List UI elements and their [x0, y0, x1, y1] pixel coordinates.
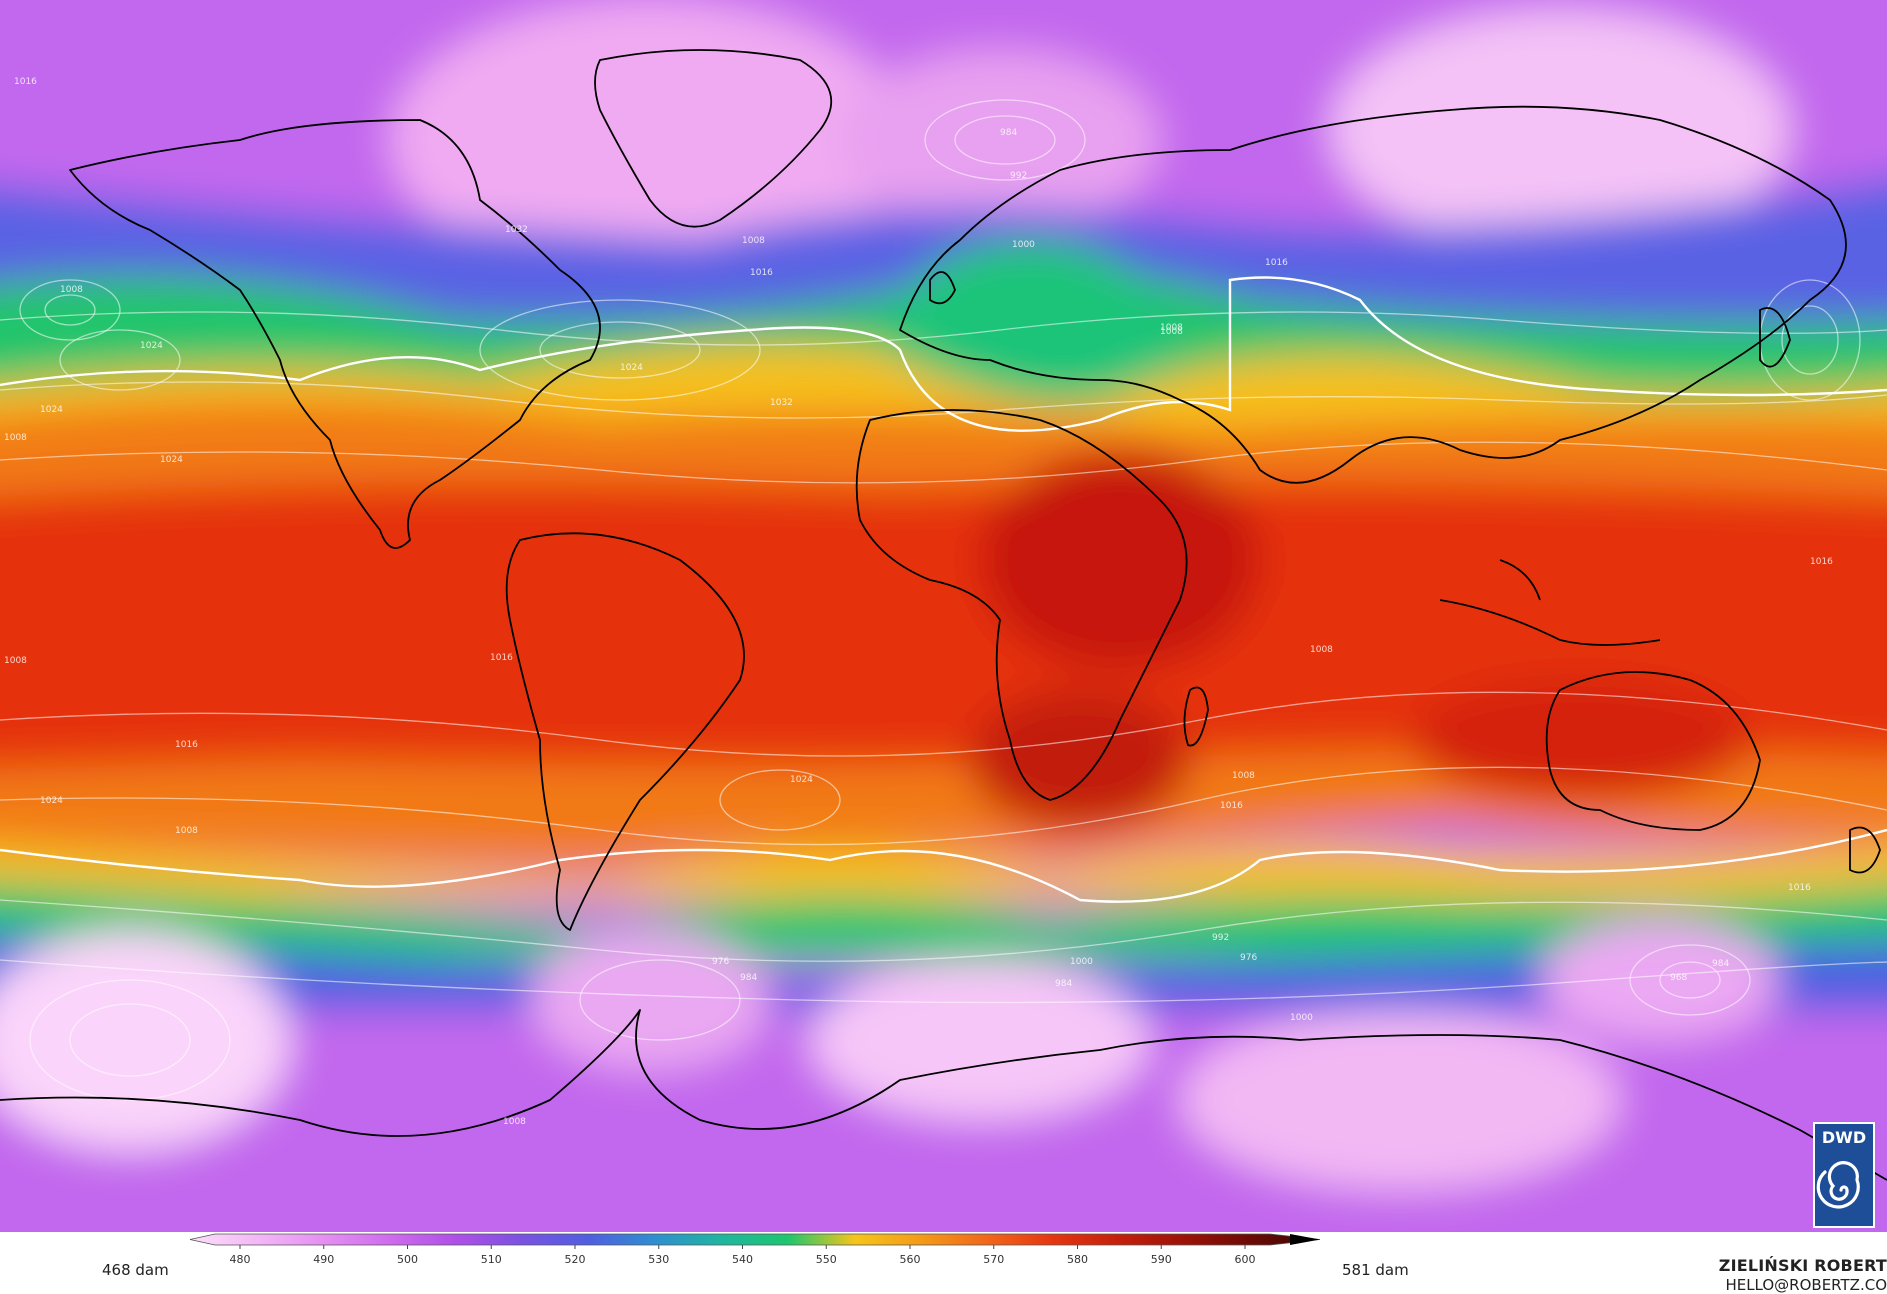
contour-label: 1000: [1290, 1013, 1313, 1023]
dwd-logo: DWD: [1813, 1122, 1875, 1228]
contour-label: 1032: [770, 398, 793, 408]
contour-labels: 1016 1008 1032 1024 1016 1008 1000 984 9…: [4, 77, 1833, 1127]
colorbar-tick-label: 600: [1235, 1253, 1256, 1266]
contour-label: 1016: [14, 77, 37, 87]
legend-bar: 480 490 500 510 520 530 540 550 560 570 580 590 600: [0, 1232, 1887, 1287]
contour-label: 984: [1712, 959, 1729, 969]
contour-label: 1024: [40, 796, 63, 806]
contour-label: 1008: [503, 1117, 526, 1127]
contour-label: 992: [1010, 171, 1027, 181]
author-contact: HELLO@ROBERTZ.CO: [1725, 1276, 1887, 1294]
contour-label: 992: [1212, 933, 1229, 943]
colorbar-min-label: 468 dam: [102, 1261, 169, 1279]
contour-label: 1008: [1160, 323, 1183, 333]
author-name: ZIELIŃSKI ROBERT: [1718, 1256, 1887, 1275]
colorbar-tick-label: 580: [1067, 1253, 1088, 1266]
colorbar: 480 490 500 510 520 530 540 550 560 570 580 590 600: [189, 1233, 1321, 1266]
colorbar-tick-label: 490: [313, 1253, 334, 1266]
colorbar-gradient: [189, 1233, 1321, 1246]
contour-label: 1008: [175, 826, 198, 836]
contour-label: 1008: [1160, 327, 1183, 337]
contour-label: 1000: [1070, 957, 1093, 967]
height-field: [0, 0, 1887, 1232]
contour-label: 1016: [490, 653, 513, 663]
contour-label: 1016: [1220, 801, 1243, 811]
contour-label: 984: [1055, 979, 1072, 989]
colorbar-tick-label: 570: [983, 1253, 1004, 1266]
contour-label: 1016: [1810, 557, 1833, 567]
colorbar-tick-label: 590: [1151, 1253, 1172, 1266]
contour-label: 984: [740, 973, 757, 983]
contour-label: 1008: [4, 433, 27, 443]
spiral-icon: [1816, 1161, 1860, 1209]
contour-label: 1008: [60, 285, 83, 295]
contour-label: 968: [1670, 973, 1687, 983]
colorbar-tick-label: 500: [397, 1253, 418, 1266]
contour-label: 1024: [140, 341, 163, 351]
colorbar-tick-label: 520: [565, 1253, 586, 1266]
contour-label: 1016: [750, 268, 773, 278]
contour-label: 976: [712, 957, 729, 967]
contour-label: 1000: [1012, 240, 1035, 250]
contour-label: 984: [1000, 128, 1017, 138]
geopotential-map: 1016 1008 1032 1024 1016 1008 1000 984 9…: [0, 0, 1887, 1232]
colorbar-tick-label: 530: [648, 1253, 669, 1266]
reference-isohypse: [0, 276, 1887, 903]
contour-label: 1016: [175, 740, 198, 750]
pressure-contours: [0, 99, 1887, 1101]
dwd-logo-text: DWD: [1821, 1128, 1867, 1147]
coastlines: [0, 49, 1887, 1181]
contour-label: 1008: [1310, 645, 1333, 655]
contour-label: 1008: [4, 656, 27, 666]
contour-label: 1024: [40, 405, 63, 415]
contour-label: 1024: [160, 455, 183, 465]
credit-block: ZIELIŃSKI ROBERT HELLO@ROBERTZ.CO: [1719, 1256, 1887, 1294]
contour-label: 1016: [1265, 258, 1288, 268]
contour-label: 1032: [505, 225, 528, 235]
map-frame: 1016 1008 1032 1024 1016 1008 1000 984 9…: [0, 0, 1887, 1232]
colorbar-max-arrow: [1290, 1234, 1320, 1245]
contour-label: 976: [1240, 953, 1257, 963]
contour-label: 1024: [790, 775, 813, 785]
colorbar-tick-label: 480: [230, 1253, 251, 1266]
contour-label: 1008: [1232, 771, 1255, 781]
contour-label: 1024: [620, 363, 643, 373]
contour-label: 1016: [1788, 883, 1811, 893]
colorbar-tick-label: 510: [481, 1253, 502, 1266]
contour-label: 1008: [742, 236, 765, 246]
colorbar-max-label: 581 dam: [1342, 1261, 1409, 1279]
colorbar-tick-label: 550: [816, 1253, 837, 1266]
colorbar-tick-label: 560: [900, 1253, 921, 1266]
colorbar-tick-label: 540: [732, 1253, 753, 1266]
